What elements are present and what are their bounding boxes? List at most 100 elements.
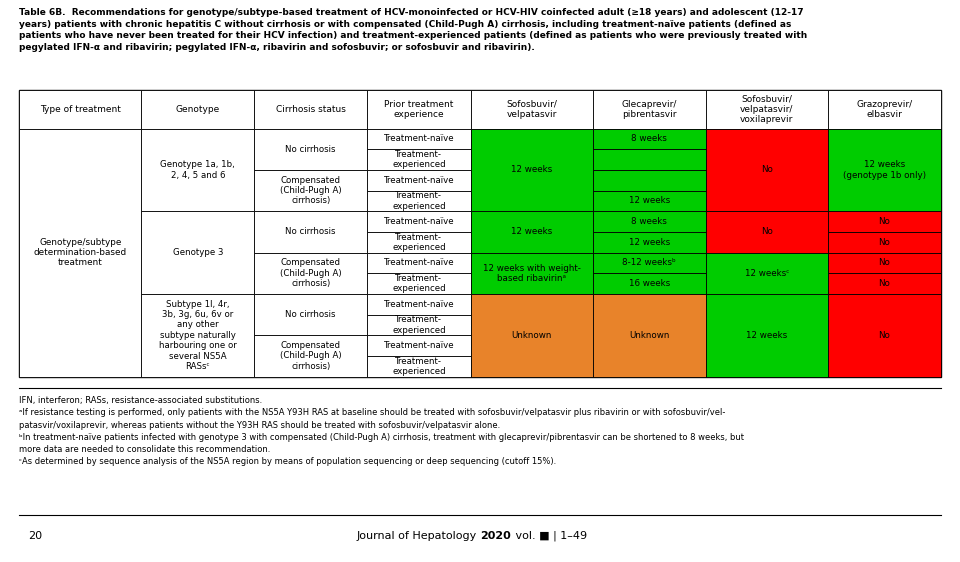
Bar [254,335,367,377]
Bar [367,335,470,356]
Text: No: No [761,228,773,237]
Text: Treatment-
experienced: Treatment- experienced [392,191,445,211]
Text: 8-12 weeksᵇ: 8-12 weeksᵇ [622,259,676,268]
Text: Compensated
(Child-Pugh A)
cirrhosis): Compensated (Child-Pugh A) cirrhosis) [280,341,342,371]
Bar [367,294,470,315]
Text: 8 weeks: 8 weeks [632,217,667,226]
Text: Treatment-naïve: Treatment-naïve [384,134,454,143]
Bar [254,294,367,335]
Bar [19,90,141,129]
Text: No: No [878,330,890,339]
Bar [470,294,593,377]
Bar [593,252,706,273]
Text: Unknown: Unknown [629,330,669,339]
Text: Treatment-naïve: Treatment-naïve [384,259,454,268]
Bar [367,191,470,211]
Text: Compensated
(Child-Pugh A)
cirrhosis): Compensated (Child-Pugh A) cirrhosis) [280,176,342,206]
Text: Genotype 3: Genotype 3 [173,248,223,257]
Text: 12 weeks
(genotype 1b only): 12 weeks (genotype 1b only) [843,160,925,180]
Text: No cirrhosis: No cirrhosis [285,145,336,154]
Bar [367,356,470,377]
Text: No: No [878,259,890,268]
Bar [593,232,706,252]
Bar [367,252,470,273]
Text: 12 weeks: 12 weeks [746,330,787,339]
Bar [828,129,941,211]
Bar [141,294,254,377]
Bar [141,90,254,129]
Bar [141,211,254,294]
Text: 12 weeks: 12 weeks [511,228,552,237]
Bar [367,129,470,149]
Text: Treatment-naïve: Treatment-naïve [384,341,454,350]
Bar [593,211,706,232]
Bar [367,149,470,170]
Text: Glecaprevir/
pibrentasvir: Glecaprevir/ pibrentasvir [622,99,677,119]
Bar [470,211,593,252]
Text: Treatment-naïve: Treatment-naïve [384,176,454,185]
Bar [470,90,593,129]
Text: No: No [761,165,773,174]
Text: Treatment-
experienced: Treatment- experienced [392,356,445,376]
Text: Treatment-naïve: Treatment-naïve [384,300,454,309]
Text: Cirrhosis status: Cirrhosis status [276,105,346,114]
Bar [593,294,706,377]
Text: 2020: 2020 [480,531,511,541]
Text: Compensated
(Child-Pugh A)
cirrhosis): Compensated (Child-Pugh A) cirrhosis) [280,259,342,288]
Text: 12 weeks: 12 weeks [511,165,552,174]
Bar [367,315,470,335]
Bar [593,90,706,129]
Text: No cirrhosis: No cirrhosis [285,228,336,237]
Text: 20: 20 [29,531,42,541]
Text: No: No [878,217,890,226]
Bar [19,129,141,377]
Bar [367,170,470,191]
Bar [593,170,706,191]
Text: Treatment-
experienced: Treatment- experienced [392,150,445,169]
Text: 12 weeks with weight-
based ribavirinᵃ: 12 weeks with weight- based ribavirinᵃ [483,264,581,283]
Text: vol. ■ | 1–49: vol. ■ | 1–49 [513,531,588,541]
Text: Grazoprevir/
elbasvir: Grazoprevir/ elbasvir [856,99,912,119]
Bar [706,252,828,294]
Bar [593,273,706,294]
Text: 12 weeks: 12 weeks [629,197,670,206]
Bar [367,211,470,232]
Text: Unknown: Unknown [512,330,552,339]
Bar [593,129,706,149]
Text: Type of treatment: Type of treatment [39,105,121,114]
Text: Genotype/subtype
determination-based
treatment: Genotype/subtype determination-based tre… [34,238,127,268]
Bar [706,211,828,252]
Text: Genotype 1a, 1b,
2, 4, 5 and 6: Genotype 1a, 1b, 2, 4, 5 and 6 [160,160,235,180]
Bar [141,129,254,211]
Text: Treatment-
experienced: Treatment- experienced [392,233,445,252]
Text: 12 weeks: 12 weeks [629,238,670,247]
Bar [828,273,941,294]
Bar [254,129,367,170]
Text: No cirrhosis: No cirrhosis [285,310,336,319]
Bar [828,252,941,273]
Bar [367,273,470,294]
Text: Prior treatment
experience: Prior treatment experience [384,99,454,119]
Bar [706,90,828,129]
Bar [254,252,367,294]
Bar [593,191,706,211]
Text: No: No [878,238,890,247]
Bar [470,252,593,294]
Bar [593,149,706,170]
Text: IFN, interferon; RASs, resistance-associated substitutions.
ᵃIf resistance testi: IFN, interferon; RASs, resistance-associ… [19,396,744,466]
Text: Journal of Hepatology: Journal of Hepatology [356,531,480,541]
Text: Sofosbuvir/
velpatasvir/
voxilaprevir: Sofosbuvir/ velpatasvir/ voxilaprevir [740,94,794,124]
Text: Table 6B.  Recommendations for genotype/subtype-based treatment of HCV-monoinfec: Table 6B. Recommendations for genotype/s… [19,8,807,52]
Bar [828,294,941,377]
Bar [367,232,470,252]
Bar [254,90,367,129]
Text: Treatment-
experienced: Treatment- experienced [392,315,445,334]
Bar [828,90,941,129]
Text: Genotype: Genotype [176,105,220,114]
Bar [254,170,367,211]
Bar [706,129,828,211]
Text: 8 weeks: 8 weeks [632,134,667,143]
Bar [470,129,593,211]
Text: Treatment-naïve: Treatment-naïve [384,217,454,226]
Bar [254,211,367,252]
